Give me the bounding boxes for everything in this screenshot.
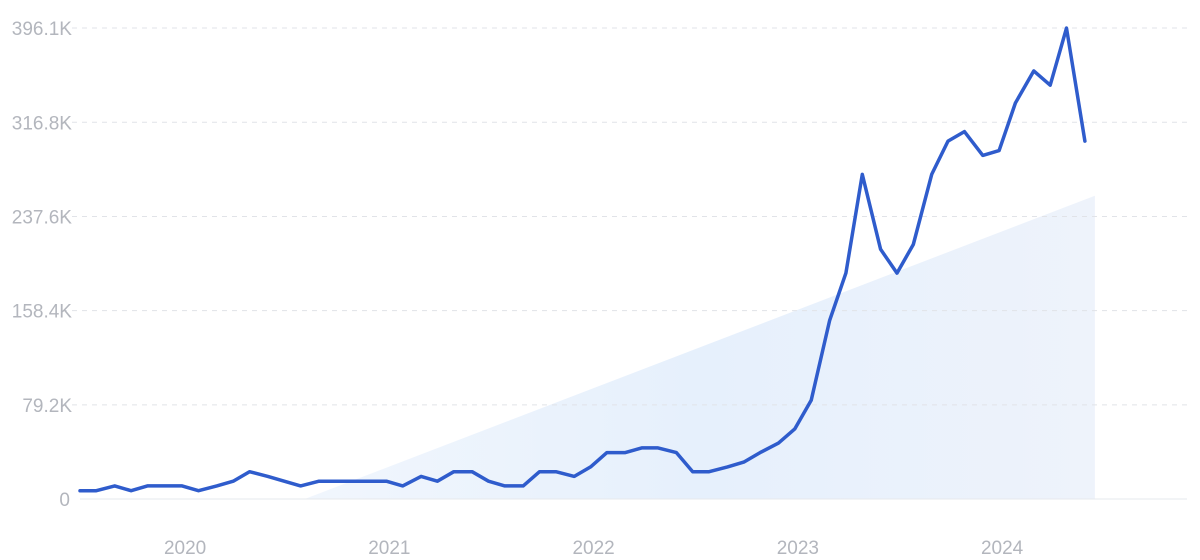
- y-tick-label: 0: [59, 490, 70, 511]
- y-tick-label: 316.8K: [12, 113, 73, 134]
- series-line: [78, 26, 1087, 493]
- grid-layer: [62, 27, 1187, 500]
- x-tick-label: 2020: [164, 538, 206, 559]
- y-tick-label: 79.2K: [22, 396, 72, 417]
- x-axis-tick-labels: 2020 2021 2022 2023 2024: [164, 538, 1024, 559]
- x-tick-label: 2021: [368, 538, 410, 559]
- trend-area-layer: [304, 195, 1095, 499]
- x-tick-label: 2024: [981, 538, 1024, 559]
- trend-area: [304, 195, 1095, 499]
- y-tick-label: 396.1K: [12, 19, 73, 40]
- x-tick-label: 2023: [777, 538, 819, 559]
- y-tick-label: 158.4K: [12, 302, 73, 323]
- y-tick-label: 237.6K: [12, 207, 73, 228]
- series-layer: [78, 26, 1087, 493]
- x-tick-label: 2022: [572, 538, 614, 559]
- y-axis-tick-labels: 0 79.2K 158.4K 237.6K 316.8K 396.1K: [12, 19, 73, 511]
